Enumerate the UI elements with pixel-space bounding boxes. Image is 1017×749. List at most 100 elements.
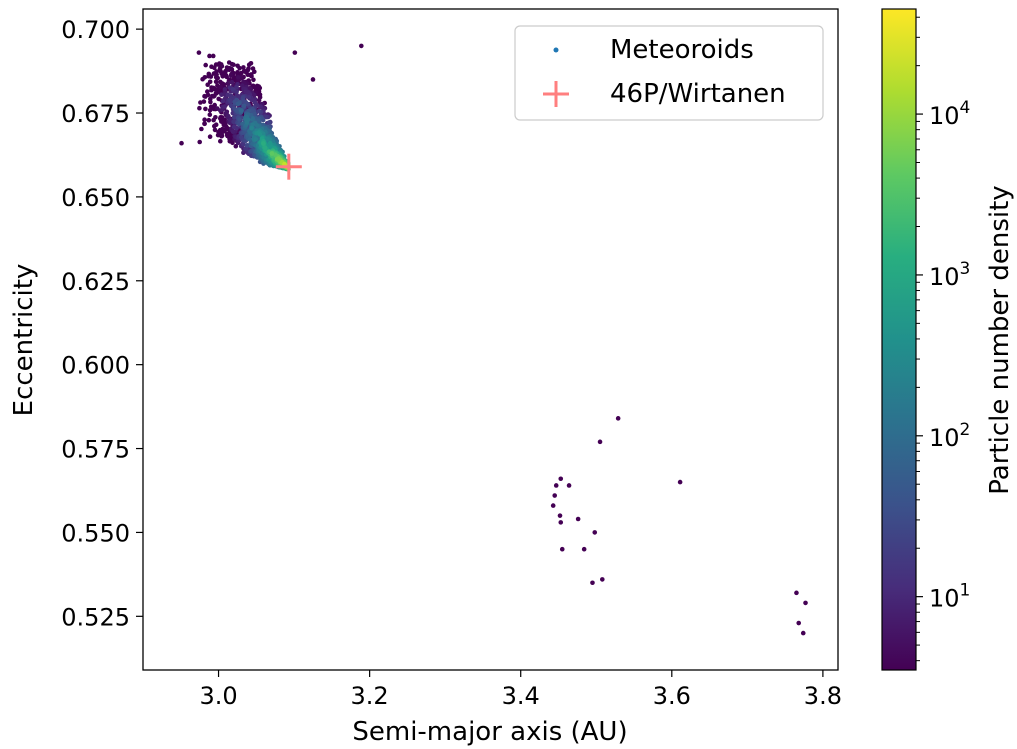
y-tick-label: 0.550 [61,519,130,547]
meteoroid-point [258,104,264,109]
meteoroid-point [250,117,255,122]
meteoroid-point [248,61,254,66]
meteoroid-point [230,87,236,92]
y-tick-label: 0.625 [61,268,130,296]
meteoroid-point [218,116,223,121]
meteoroid-point [231,114,237,120]
colorbar-ticks: 101 102 103 104 [916,16,970,662]
meteoroid-point [201,99,207,104]
meteoroid-point [256,109,262,114]
meteoroid-point [234,89,239,95]
meteoroid-point [244,147,249,152]
meteoroid-outlier-point [196,50,202,55]
meteoroid-point [213,79,219,84]
meteoroid-point [207,112,213,117]
x-axis-label: Semi-major axis (AU) [352,717,627,747]
meteoroid-point [213,122,219,127]
legend: Meteoroids 46P/Wirtanen [514,25,824,121]
meteoroid-point [261,141,266,146]
meteoroid-point [199,126,204,132]
legend-meteoroid-marker [553,47,559,53]
meteoroid-outlier-point [575,516,581,522]
x-tick-label: 3.2 [351,682,389,710]
x-tick-label: 3.8 [804,682,842,710]
meteoroid-outlier-point [559,546,565,552]
meteoroid-cluster [197,60,291,172]
y-axis-ticks: 0.525 0.550 0.575 0.600 0.625 0.650 0.675 0.700 [61,16,143,631]
meteoroid-point [219,63,225,69]
meteoroid-point [211,106,217,112]
x-tick-label: 3.4 [502,682,540,710]
meteoroid-point [218,68,223,74]
meteoroid-outlier-point [581,546,587,552]
meteoroid-point [216,129,221,135]
y-tick-label: 0.525 [61,603,130,631]
meteoroid-outlier-point [597,439,603,445]
meteoroid-outlier-point [590,580,595,586]
meteoroid-point [233,143,239,149]
meteoroid-point [236,121,242,127]
meteoroid-point [212,102,217,108]
colorbar-tick-label: 101 [929,581,970,613]
legend-label-comet: 46P/Wirtanen [610,79,786,109]
y-axis-label: Eccentricity [9,264,39,417]
meteoroid-point [224,74,229,80]
meteoroid-outlier-point [558,476,564,482]
meteoroid-point [211,71,217,76]
meteoroid-point [227,98,233,103]
meteoroid-point [207,134,213,139]
meteoroid-point [245,72,251,77]
meteoroid-point [239,108,244,113]
legend-box [514,25,824,121]
meteoroid-outlier-point [794,590,799,596]
meteoroid-point [241,65,246,70]
comet-marker [275,153,302,180]
meteoroid-point [218,138,223,144]
meteoroid-point [197,139,202,145]
meteoroid-point [264,114,269,120]
meteoroid-point [198,100,203,105]
y-tick-label: 0.675 [61,100,130,128]
meteoroid-point [203,106,208,112]
meteoroid-point [228,73,234,78]
meteoroid-point [229,67,235,72]
meteoroid-point [235,101,241,107]
meteoroid-point [225,131,231,137]
meteoroid-point [252,69,257,74]
meteoroid-outlier-point [179,140,184,146]
meteoroid-outlier-point [800,630,806,636]
meteoroid-point [247,137,253,142]
meteoroid-outlier-point [359,43,364,49]
meteoroid-outlier-point [600,577,605,582]
meteoroid-point [256,118,261,123]
meteoroid-point [241,103,247,109]
meteoroid-point [218,84,223,90]
colorbar [881,8,917,671]
y-tick-label: 0.575 [61,436,130,464]
meteoroid-point [227,139,233,144]
meteoroid-outlier-point [796,620,802,626]
meteoroid-outlier-point [803,600,808,606]
meteoroid-outlier-point [615,416,621,421]
meteoroid-point [212,127,218,133]
meteoroid-outlier-point [592,530,598,535]
y-tick-label: 0.700 [61,16,130,44]
meteoroid-point [257,131,263,137]
legend-label-meteoroids: Meteoroids [610,35,754,65]
legend-comet-marker [543,81,569,107]
x-tick-label: 3.6 [653,682,691,710]
meteoroid-point [254,123,260,128]
meteoroid-point [222,104,227,109]
meteoroid-outliers [179,43,808,636]
meteoroid-point [235,75,241,80]
meteoroid-point [241,141,246,147]
meteoroid-point [206,73,211,79]
colorbar-tick-label: 102 [929,420,970,452]
meteoroid-point [202,121,207,127]
meteoroid-point [212,93,217,99]
meteoroid-point [211,85,216,91]
meteoroid-outlier-point [292,50,298,55]
meteoroid-point [241,98,246,103]
meteoroid-outlier-point [677,479,683,485]
